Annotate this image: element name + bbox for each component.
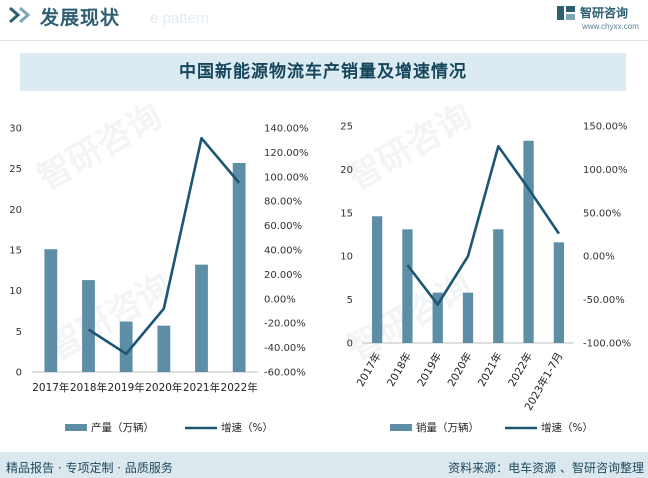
y-right-tick-label: 60.00%: [264, 221, 302, 232]
y-right-tick-label: 0.00%: [264, 294, 296, 305]
footer: 精品报告 · 专项定制 · 品质服务 资料来源：电车资源 、智研咨询整理: [0, 452, 648, 478]
y-right-tick-label: 100.00%: [583, 165, 628, 176]
bar: [195, 264, 208, 372]
y-left-tick-label: 25: [340, 122, 353, 133]
y-right-tick-label: 120.00%: [264, 148, 309, 159]
legend-bar-swatch: [390, 424, 412, 431]
y-right-tick-label: 40.00%: [264, 246, 302, 257]
brand-logo-icon: [557, 6, 575, 20]
x-tick-label: 2022年: [505, 350, 535, 389]
y-left-tick-label: 10: [340, 252, 353, 263]
y-right-tick-label: -100.00%: [583, 339, 631, 350]
y-left-tick-label: 20: [9, 205, 22, 216]
y-right-tick-label: -60.00%: [264, 368, 306, 379]
footer-source: 资料来源：电车资源 、智研咨询整理: [448, 461, 644, 475]
chart-title: 中国新能源物流车产销量及增速情况: [179, 62, 467, 82]
bar: [82, 280, 95, 372]
bar: [523, 140, 534, 343]
x-tick-label: 2018年: [70, 381, 107, 394]
y-left-tick-label: 15: [340, 208, 353, 219]
x-tick-label: 2017年: [354, 350, 384, 389]
legend-line-label: 增速（%）: [541, 421, 593, 434]
charts-canvas: 0 5 10 15 20 25 30 -60.00% -40.00% -20.00% 0.00% 20…: [9, 122, 631, 435]
legend-line-label: 增速（%）: [221, 421, 273, 434]
bar: [462, 292, 474, 343]
y-right-tick-label: -50.00%: [583, 295, 625, 306]
y-left-tick-label: 20: [340, 165, 353, 176]
y-right-tick-label: 20.00%: [264, 270, 302, 281]
y-right-tick-label: 80.00%: [264, 197, 302, 208]
y-right-tick-label: 0.00%: [583, 252, 615, 263]
header-divider: [0, 40, 648, 41]
y-left-tick-label: 0: [347, 339, 353, 350]
double-chevron-icon: [9, 6, 31, 24]
y-right-tick-label: -40.00%: [264, 343, 306, 354]
x-tick-label: 2017年: [32, 381, 69, 394]
bar: [157, 325, 171, 372]
growth-line: [87, 136, 241, 356]
legend-bar-swatch: [65, 424, 87, 431]
y-left-tick-label: 5: [347, 295, 353, 306]
bar: [371, 216, 383, 343]
brand-name: 智研咨询: [580, 6, 629, 20]
bar: [402, 229, 413, 343]
y-left-tick-label: 0: [16, 368, 22, 379]
section-title: 发展现状: [40, 7, 121, 29]
x-tick-label: 2020年: [145, 381, 182, 394]
y-right-tick-label: 100.00%: [264, 172, 309, 183]
top-bar: 发展现状 e pattern 智研咨询 www.chyxx.com: [0, 0, 648, 31]
bar: [44, 249, 58, 372]
x-tick-label: 2021年: [475, 350, 505, 389]
bar: [553, 242, 565, 343]
brand: 智研咨询 www.chyxx.com: [556, 4, 646, 36]
y-right-tick-label: 140.00%: [264, 124, 309, 135]
footer-tagline: 精品报告 · 专项定制 · 品质服务: [6, 461, 173, 475]
x-tick-label: 2022年: [221, 381, 258, 394]
y-left-tick-label: 25: [9, 164, 22, 175]
legend-bar-label: 销量（万辆）: [416, 421, 479, 434]
y-left-tick-label: 5: [16, 327, 22, 338]
bar: [232, 162, 246, 372]
y-right-tick-label: 150.00%: [583, 122, 628, 133]
y-left-tick-label: 10: [9, 286, 22, 297]
x-tick-label: 2019年: [108, 381, 145, 394]
y-left-tick-label: 30: [9, 124, 22, 135]
brand-url: www.chyxx.com: [582, 22, 639, 31]
bar: [119, 321, 133, 372]
bar: [493, 229, 504, 343]
ghost-text: e pattern: [150, 10, 210, 27]
x-tick-label: 2020年: [445, 350, 475, 389]
bar: [432, 292, 443, 343]
x-tick-label: 2019年: [414, 350, 444, 389]
y-right-tick-label: -20.00%: [264, 319, 306, 330]
y-left-tick-label: 15: [9, 246, 22, 257]
legend-bar-label: 产量（万辆）: [91, 421, 154, 434]
x-tick-label: 2021年: [183, 381, 220, 394]
x-tick-label: 2018年: [384, 350, 414, 389]
y-right-tick-label: 50.00%: [583, 208, 621, 219]
chart-title-banner: 中国新能源物流车产销量及增速情况: [20, 53, 626, 91]
growth-line: [406, 145, 560, 306]
